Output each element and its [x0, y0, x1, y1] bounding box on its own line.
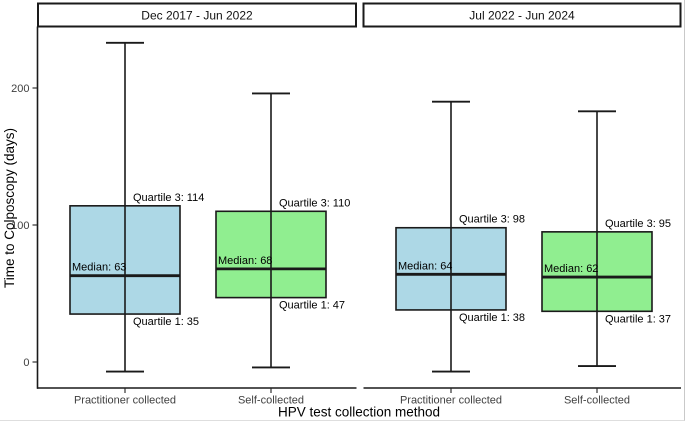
plot-area: 0 100 200 Quartile 3: 114 Median: 63 Quartile… — [11, 41, 671, 407]
median-label-practitioner-collected: Median: 63 — [72, 262, 126, 274]
quartile3-label-practitioner-collected: Quartile 3: 114 — [133, 192, 204, 204]
x-tick-label-self-collected: Self-collected — [238, 395, 304, 407]
median-label-self-collected: Median: 68 — [218, 255, 272, 267]
median-label-self-collected: Median: 62 — [544, 263, 598, 275]
x-tick-label-self-collected: Self-collected — [564, 395, 630, 407]
facet-strip-right-box — [362, 2, 682, 28]
quartile1-label-self-collected: Quartile 1: 37 — [605, 313, 671, 325]
quartile1-label-practitioner-collected: Quartile 1: 38 — [459, 312, 525, 324]
quartile1-label-practitioner-collected: Quartile 1: 35 — [133, 316, 199, 328]
quartile3-label-self-collected: Quartile 3: 95 — [605, 218, 671, 230]
facet-strip-right: Jul 2022 - Jun 2024 — [362, 2, 682, 28]
quartile1-label-self-collected: Quartile 1: 47 — [279, 300, 345, 312]
facet-strip-right-label: Jul 2022 - Jun 2024 — [469, 9, 575, 23]
x-tick-label-practitioner-collected: Practitioner collected — [400, 395, 502, 407]
facet-strip-left: Dec 2017 - Jun 2022 — [37, 2, 357, 28]
facet-strip-left-box — [37, 2, 357, 28]
x-tick-label-practitioner-collected: Practitioner collected — [74, 395, 176, 407]
y-tick-label: 0 — [23, 357, 29, 369]
y-axis-title: Time to Colposcopy (days) — [2, 128, 17, 288]
facet-strip-left-label: Dec 2017 - Jun 2022 — [141, 9, 253, 23]
quartile3-label-self-collected: Quartile 3: 110 — [279, 197, 350, 209]
y-tick-label: 100 — [11, 220, 29, 232]
y-tick-label: 200 — [11, 83, 29, 95]
x-axis-title: HPV test collection method — [278, 405, 440, 420]
median-label-practitioner-collected: Median: 64 — [398, 260, 452, 272]
quartile3-label-practitioner-collected: Quartile 3: 98 — [459, 214, 525, 226]
